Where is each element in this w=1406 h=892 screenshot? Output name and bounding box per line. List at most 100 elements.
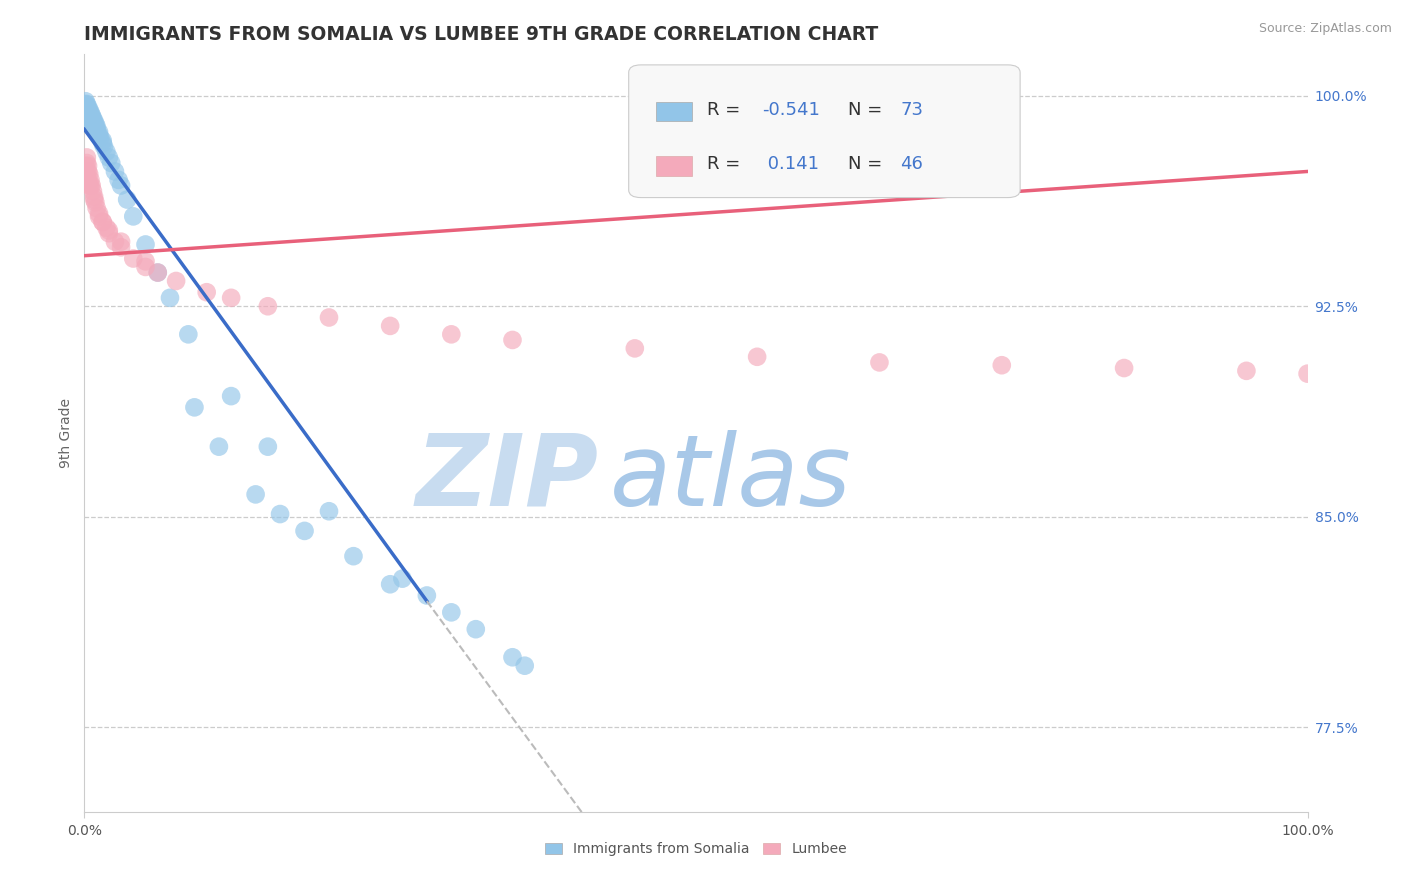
Point xyxy=(84,122,107,136)
Point xyxy=(77,103,100,117)
Bar xyxy=(655,156,692,176)
Point xyxy=(747,350,769,364)
Point xyxy=(146,266,169,280)
Point xyxy=(380,577,402,591)
Point xyxy=(100,156,122,170)
Point xyxy=(135,260,157,274)
Point xyxy=(93,139,115,153)
Point xyxy=(183,401,205,415)
Point xyxy=(79,108,101,122)
Point xyxy=(77,108,100,122)
Point xyxy=(82,120,104,134)
Point xyxy=(76,156,98,170)
Point xyxy=(146,266,169,280)
Point xyxy=(86,120,108,134)
Point xyxy=(91,215,114,229)
Point xyxy=(96,220,118,235)
Point xyxy=(991,358,1014,372)
Point xyxy=(869,355,891,369)
Point xyxy=(440,605,463,619)
Point xyxy=(75,159,97,173)
Point xyxy=(380,318,402,333)
Text: ZIP: ZIP xyxy=(415,430,598,526)
Point xyxy=(76,150,98,164)
Point xyxy=(208,440,231,454)
Point xyxy=(77,111,100,125)
Point xyxy=(82,117,104,131)
Point xyxy=(318,504,340,518)
Point xyxy=(83,193,105,207)
Point xyxy=(219,389,242,403)
Point xyxy=(75,97,97,112)
Point xyxy=(91,134,114,148)
Point xyxy=(110,235,132,249)
Point xyxy=(122,210,145,224)
Point xyxy=(80,120,103,134)
Point xyxy=(84,120,107,134)
Point xyxy=(342,549,364,564)
Point xyxy=(87,125,110,139)
Point xyxy=(77,173,100,187)
Point xyxy=(83,120,105,134)
Point xyxy=(82,111,104,125)
Point xyxy=(87,210,110,224)
Point xyxy=(80,111,103,125)
Point xyxy=(84,195,107,210)
Text: 0.141: 0.141 xyxy=(762,155,820,173)
Point xyxy=(89,130,111,145)
Point xyxy=(165,274,187,288)
Point xyxy=(159,291,181,305)
Point xyxy=(97,223,120,237)
Point xyxy=(440,327,463,342)
Point xyxy=(502,650,524,665)
Point xyxy=(76,100,98,114)
Point xyxy=(80,178,103,193)
Point xyxy=(79,114,101,128)
Point xyxy=(76,105,98,120)
Point xyxy=(257,299,280,313)
Text: 73: 73 xyxy=(900,101,924,119)
Point xyxy=(97,226,120,240)
Point xyxy=(80,114,103,128)
Point xyxy=(245,487,267,501)
Point xyxy=(76,167,98,181)
Legend: Immigrants from Somalia, Lumbee: Immigrants from Somalia, Lumbee xyxy=(540,837,852,862)
Point xyxy=(83,114,105,128)
Text: N =: N = xyxy=(848,155,887,173)
Point xyxy=(104,235,127,249)
Point xyxy=(77,167,100,181)
FancyBboxPatch shape xyxy=(628,65,1021,198)
Point xyxy=(269,507,291,521)
Point xyxy=(75,95,97,109)
Point xyxy=(80,108,103,122)
Point xyxy=(91,136,114,151)
Point xyxy=(464,622,486,636)
Point xyxy=(77,105,100,120)
Y-axis label: 9th Grade: 9th Grade xyxy=(59,398,73,467)
Point xyxy=(79,111,101,125)
Point xyxy=(82,114,104,128)
Point xyxy=(84,117,107,131)
Text: IMMIGRANTS FROM SOMALIA VS LUMBEE 9TH GRADE CORRELATION CHART: IMMIGRANTS FROM SOMALIA VS LUMBEE 9TH GR… xyxy=(84,25,879,44)
Point xyxy=(219,291,242,305)
Point xyxy=(86,122,108,136)
Point xyxy=(77,114,100,128)
Point xyxy=(416,589,439,603)
Point xyxy=(1114,361,1136,376)
Point xyxy=(91,215,114,229)
Point xyxy=(77,159,100,173)
Point xyxy=(122,252,145,266)
Point xyxy=(75,100,97,114)
Point xyxy=(107,173,129,187)
Point xyxy=(83,190,105,204)
Point xyxy=(77,103,100,117)
Point xyxy=(76,103,98,117)
Point xyxy=(1236,364,1258,378)
Point xyxy=(135,237,157,252)
Point xyxy=(86,125,108,139)
Text: N =: N = xyxy=(848,101,887,119)
Point xyxy=(86,201,108,215)
Point xyxy=(513,658,536,673)
Text: Source: ZipAtlas.com: Source: ZipAtlas.com xyxy=(1258,22,1392,36)
Point xyxy=(294,524,316,538)
